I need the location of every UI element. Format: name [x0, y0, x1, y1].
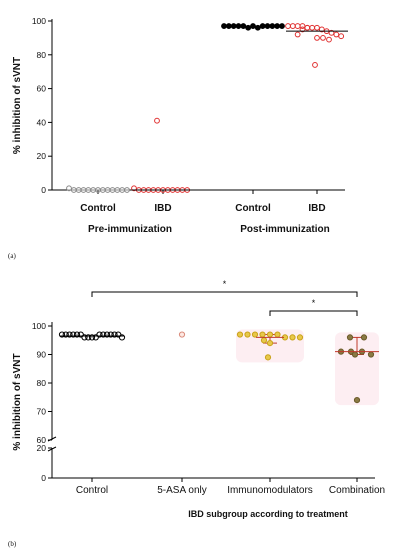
data-point-a	[312, 62, 318, 68]
y-tick-label-a: 40	[37, 117, 47, 127]
data-point-b	[346, 334, 354, 341]
x-category-label-b: Immunomodulators	[227, 485, 313, 496]
data-point-b	[274, 331, 281, 338]
data-point-b	[88, 334, 96, 341]
data-point-b	[264, 354, 272, 361]
data-point-b	[296, 334, 304, 341]
data-point-a	[318, 26, 325, 33]
data-point-b	[178, 331, 186, 338]
x-category-label-a: IBD	[308, 203, 325, 214]
y-tick-label-a: 60	[37, 84, 47, 94]
data-point-b	[85, 334, 92, 341]
y-tick-label-b: 70	[37, 407, 47, 417]
x-category-label-a: Control	[235, 203, 271, 214]
data-point-a	[326, 36, 332, 43]
data-point-b	[100, 331, 107, 338]
data-point-b	[251, 331, 259, 338]
significance-label: *	[312, 298, 316, 308]
data-point-a	[333, 31, 340, 38]
y-tick-label-a: 100	[32, 16, 46, 26]
data-point-a	[154, 117, 160, 124]
y-tick-label-b: 80	[37, 378, 47, 388]
data-point-b	[236, 331, 244, 338]
y-axis-title-b: % inhibition of sVNT	[12, 353, 23, 450]
data-point-a	[314, 35, 320, 41]
data-point-a	[66, 185, 72, 192]
significance-bracket	[269, 310, 358, 316]
y-axis-title-a: % inhibition of sVNT	[12, 57, 23, 154]
data-point-a	[338, 33, 345, 40]
data-point-b	[260, 337, 268, 344]
data-point-b	[118, 334, 126, 341]
x-category-label-b: Combination	[329, 485, 385, 496]
y-tick-label-b: 0	[41, 473, 46, 483]
y-tick-label-a: 0	[41, 185, 46, 195]
y-tick-label-b: 20	[37, 443, 47, 453]
y-tick-label-a: 80	[37, 50, 47, 60]
data-point-b	[111, 331, 118, 338]
y-tick-label-b: 90	[37, 350, 47, 360]
data-point-b	[66, 331, 73, 338]
y-tick-label-b: 100	[32, 321, 46, 331]
group-label-a: Pre-immunization	[88, 224, 172, 235]
point-halo-b	[335, 332, 379, 406]
data-point-b	[266, 331, 274, 338]
y-tick-label-b: 60	[37, 435, 47, 445]
data-point-b	[70, 331, 77, 338]
data-point-b	[96, 331, 103, 338]
data-point-a	[320, 35, 326, 41]
x-category-label-a: Control	[80, 203, 116, 214]
data-point-b	[73, 331, 81, 338]
data-point-a	[304, 24, 311, 31]
data-point-b	[58, 331, 66, 338]
data-point-b	[244, 331, 251, 338]
data-point-b	[259, 331, 266, 338]
x-category-label-b: 5-ASA only	[157, 485, 206, 496]
data-point-a	[294, 31, 301, 38]
panel-label-a: (a)	[8, 252, 16, 260]
panel-label-b: (b)	[8, 540, 17, 548]
group-label-a: Post-immunization	[240, 224, 329, 235]
y-tick-label-a: 20	[37, 151, 47, 161]
data-point-a	[131, 185, 137, 192]
x-category-label-a: IBD	[154, 203, 171, 214]
x-category-label-b: Control	[76, 485, 108, 496]
data-point-a	[294, 23, 301, 29]
x-axis-title-b: IBD subgroup according to treatment	[188, 509, 348, 519]
axis-break-mark	[47, 446, 57, 452]
data-point-b	[351, 351, 359, 358]
data-point-a	[299, 23, 306, 29]
data-point-b	[103, 331, 111, 338]
data-point-a	[289, 23, 296, 29]
data-point-b	[353, 397, 361, 404]
data-point-b	[266, 340, 274, 347]
data-point-b	[360, 334, 368, 341]
significance-label: *	[223, 279, 227, 289]
significance-bracket	[91, 291, 358, 297]
data-point-b	[62, 331, 69, 338]
data-point-a	[309, 24, 316, 31]
data-point-b	[107, 331, 114, 338]
data-point-a	[285, 23, 291, 29]
data-point-a	[328, 29, 335, 36]
data-point-b	[367, 351, 375, 358]
data-point-b	[81, 334, 88, 341]
data-point-a	[299, 26, 306, 33]
data-point-a	[314, 24, 320, 31]
data-point-b	[289, 334, 296, 341]
